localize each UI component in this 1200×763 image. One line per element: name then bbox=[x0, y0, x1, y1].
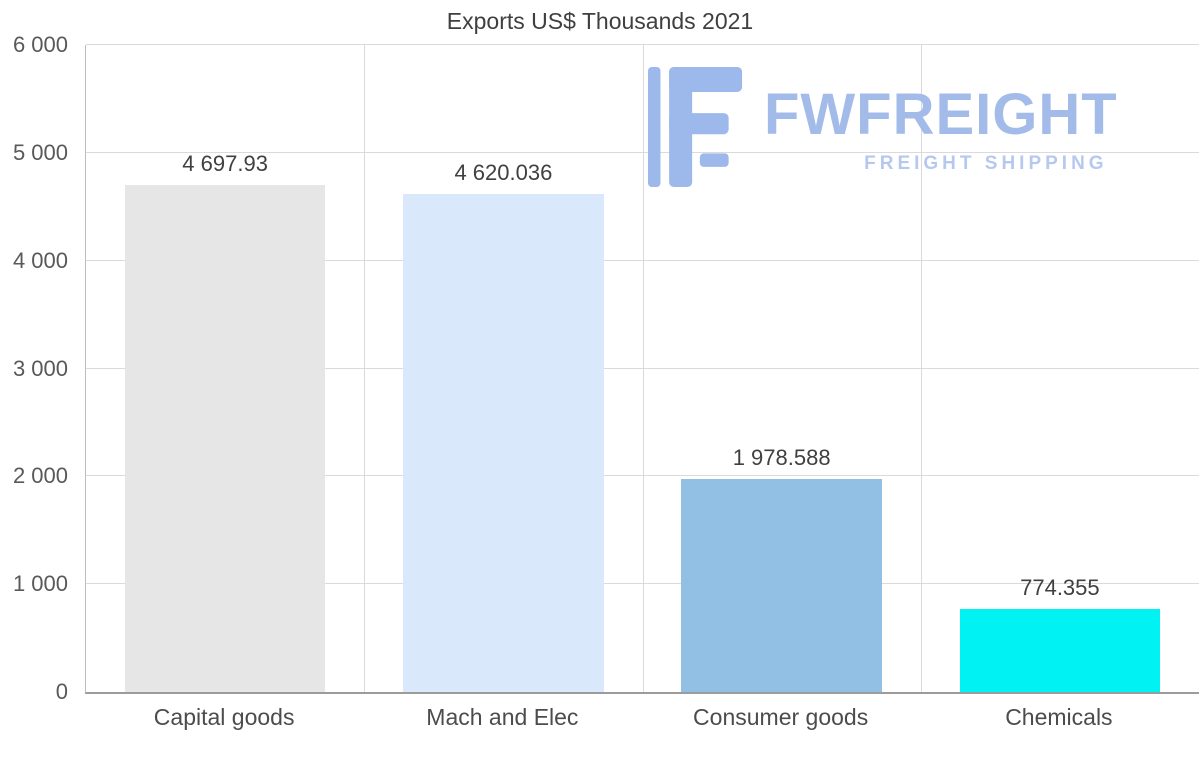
chart-title: Exports US$ Thousands 2021 bbox=[446, 8, 754, 34]
logo-tagline: FREIGHT SHIPPING bbox=[864, 153, 1108, 174]
y-tick-label-2000: 2 000 bbox=[12, 463, 68, 489]
x-tick-label-chemicals: Chemicals bbox=[1005, 704, 1113, 730]
bar-consumer-goods bbox=[681, 478, 882, 692]
logo-text: FWFREIGHT FREIGHT SHIPPING bbox=[764, 82, 1118, 174]
gridline-v-1 bbox=[364, 45, 366, 692]
bar-capital-goods bbox=[124, 185, 326, 692]
bar-columns: 4 697.93 4 620.036 1 978.588 774.355 bbox=[86, 45, 1199, 692]
y-axis: 0 1 000 2 000 3 000 4 000 5 000 6 000 bbox=[0, 32, 76, 704]
y-tick-label-5000: 5 000 bbox=[12, 139, 68, 165]
logo-icon bbox=[648, 66, 744, 193]
y-tick-label-4000: 4 000 bbox=[12, 247, 68, 273]
x-tick-label-mach-and-elec: Mach and Elec bbox=[426, 704, 579, 730]
bar-column-mach-and-elec: 4 620.036 bbox=[364, 45, 642, 692]
bar-mach-and-elec bbox=[403, 193, 604, 692]
y-tick-label-6000: 6 000 bbox=[12, 32, 68, 57]
bar-value-label-chemicals: 774.355 bbox=[1020, 574, 1100, 600]
bar-value-label-capital-goods: 4 697.93 bbox=[182, 151, 268, 177]
gridline-h-6000 bbox=[86, 44, 1199, 45]
plot-area: 4 697.93 4 620.036 1 978.588 774.355 bbox=[85, 44, 1199, 694]
bar-value-label-consumer-goods: 1 978.588 bbox=[732, 444, 831, 470]
x-tick-label-consumer-goods: Consumer goods bbox=[693, 704, 869, 730]
bar-column-capital-goods: 4 697.93 bbox=[86, 45, 364, 692]
gridline-v-2 bbox=[642, 45, 644, 692]
logo-name: FWFREIGHT bbox=[764, 82, 1118, 147]
y-tick-label-1000: 1 000 bbox=[12, 571, 68, 597]
watermark-logo: FWFREIGHT FREIGHT SHIPPING bbox=[648, 66, 1118, 193]
x-tick-label-capital-goods: Capital goods bbox=[153, 704, 295, 730]
y-tick-label-3000: 3 000 bbox=[12, 355, 68, 381]
bar-chemicals bbox=[959, 608, 1161, 692]
bar-value-label-mach-and-elec: 4 620.036 bbox=[454, 159, 553, 185]
bar-column-consumer-goods: 1 978.588 bbox=[643, 45, 921, 692]
y-tick-label-0: 0 bbox=[55, 679, 68, 704]
x-axis: Capital goods Mach and Elec Consumer goods… bbox=[85, 704, 1198, 731]
bar-column-chemicals: 774.355 bbox=[921, 45, 1199, 692]
gridline-v-3 bbox=[920, 45, 922, 692]
